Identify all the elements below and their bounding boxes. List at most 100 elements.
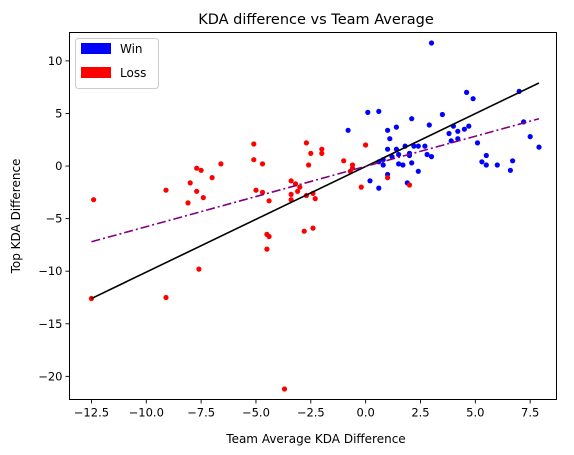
data-point-loss — [187, 180, 193, 186]
data-point-win — [385, 127, 391, 133]
data-point-loss — [251, 157, 257, 163]
y-tick-label: −10 — [38, 264, 62, 278]
x-tick-label: 5.0 — [466, 406, 484, 420]
data-point-loss — [163, 294, 169, 301]
data-point-win — [509, 158, 516, 164]
data-point-loss — [266, 233, 272, 240]
data-point-win — [376, 108, 382, 114]
data-point-win — [479, 159, 485, 165]
data-point-win — [494, 162, 500, 168]
data-point-win — [422, 143, 428, 149]
data-point-win — [365, 109, 371, 115]
data-point-win — [396, 161, 402, 167]
legend-swatch-loss — [81, 67, 111, 78]
data-point-loss — [281, 386, 288, 392]
data-point-win — [483, 152, 489, 159]
data-point-win — [415, 143, 421, 149]
data-point-win — [367, 178, 373, 184]
data-point-win — [409, 116, 415, 122]
y-tick-label: 5 — [55, 106, 62, 120]
data-point-loss — [341, 158, 347, 164]
data-point-win — [527, 134, 533, 140]
chart-title: KDA difference vs Team Average — [198, 12, 434, 28]
data-point-win — [464, 89, 470, 95]
legend-label-win: Win — [120, 42, 143, 56]
data-point-loss — [310, 225, 316, 231]
x-tick-label: −10.0 — [129, 406, 164, 420]
data-point-loss — [266, 198, 272, 204]
data-point-loss — [319, 150, 325, 156]
data-point-loss — [303, 140, 309, 146]
data-point-loss — [194, 188, 200, 194]
data-point-win — [389, 154, 395, 160]
data-point-loss — [264, 246, 270, 252]
x-axis: −12.5 −10.0 −7.5 −5.0 −2.5 0.0 2.5 5.0 7.5 — [74, 399, 539, 420]
data-point-win — [461, 126, 467, 132]
x-tick-label: −2.5 — [297, 406, 325, 420]
y-tick-label: −5 — [46, 212, 63, 226]
data-point-loss — [288, 191, 294, 197]
y-axis-label: Top KDA Difference — [9, 159, 23, 275]
data-point-loss — [200, 195, 206, 201]
x-tick-label: 2.5 — [411, 406, 429, 420]
data-point-win — [426, 122, 432, 128]
data-point-loss — [319, 146, 325, 152]
data-point-win — [428, 40, 435, 46]
data-point-loss — [209, 175, 215, 181]
data-point-win — [424, 151, 430, 158]
data-point-loss — [253, 187, 259, 193]
trend-line-dashdot — [91, 117, 540, 243]
data-point-loss — [198, 167, 204, 173]
x-tick-label: −7.5 — [187, 406, 215, 420]
data-point-win — [439, 111, 445, 118]
data-point-win — [536, 144, 542, 150]
data-point-win — [507, 167, 513, 173]
legend-swatch-win — [81, 43, 111, 54]
data-point-win — [400, 162, 406, 168]
data-point-loss — [385, 175, 391, 181]
data-point-loss — [91, 197, 97, 203]
data-point-loss — [251, 141, 257, 147]
data-point-loss — [196, 266, 202, 272]
data-point-win — [483, 162, 489, 168]
y-tick-label: −20 — [38, 369, 62, 383]
data-point-win — [446, 130, 452, 137]
data-point-loss — [358, 184, 364, 190]
y-axis: −20 −15 −10 −5 0 5 10 — [38, 54, 70, 383]
data-point-win — [474, 140, 481, 146]
data-point-win — [415, 168, 421, 174]
data-point-win — [470, 96, 476, 102]
data-point-loss — [218, 161, 224, 167]
legend-label-loss: Loss — [120, 66, 146, 80]
data-point-loss — [312, 196, 318, 202]
x-tick-label: −12.5 — [74, 406, 109, 420]
data-point-win — [387, 136, 393, 142]
data-point-loss — [194, 165, 200, 171]
data-point-loss — [295, 188, 301, 194]
legend: Win Loss — [75, 38, 159, 89]
data-point-win — [411, 143, 417, 149]
data-point-win — [376, 185, 382, 191]
data-point-win — [393, 124, 399, 130]
data-point-win — [409, 160, 415, 166]
y-tick-label: 10 — [48, 54, 63, 68]
x-axis-label: Team Average KDA Difference — [225, 432, 405, 446]
data-point-loss — [163, 187, 169, 193]
y-tick-label: −15 — [38, 317, 62, 331]
data-point-loss — [308, 150, 314, 156]
trend-line-solid — [91, 82, 540, 300]
x-tick-label: 7.5 — [521, 406, 539, 420]
x-tick-label: −5.0 — [242, 406, 270, 420]
y-tick-label: 0 — [55, 159, 62, 173]
axes-frame — [69, 32, 557, 400]
data-point-loss — [297, 184, 303, 190]
data-point-win — [396, 151, 402, 158]
data-point-win — [466, 123, 472, 129]
data-point-win — [385, 146, 391, 152]
data-point-loss — [259, 161, 266, 167]
data-point-loss — [363, 142, 369, 148]
data-point-loss — [306, 162, 312, 168]
data-point-win — [455, 128, 461, 134]
x-tick-label: 0.0 — [357, 406, 375, 420]
data-point-win — [428, 154, 435, 160]
